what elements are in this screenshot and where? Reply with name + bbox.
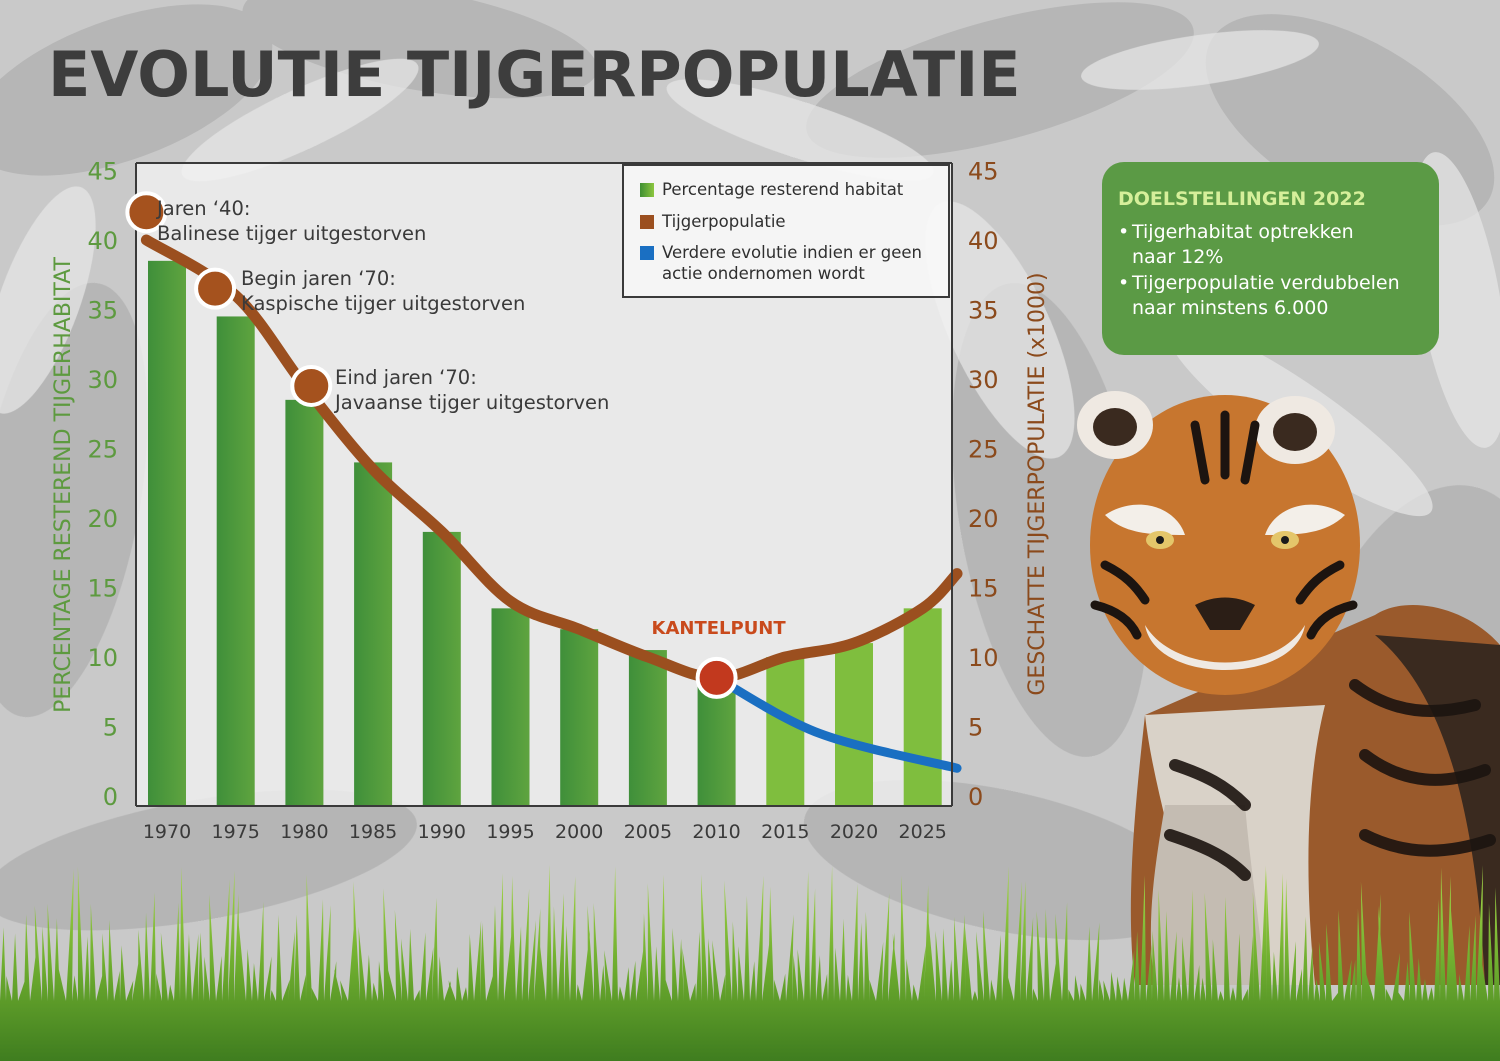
habitat-bar [835, 643, 873, 806]
habitat-bar [766, 657, 805, 806]
right-tick-label: 15 [968, 575, 999, 603]
chart-legend: Percentage resterend habitat Tijgerpopul… [622, 164, 950, 298]
habitat-bar [285, 399, 324, 806]
annotation-period: Eind jaren ‘70: [335, 366, 477, 389]
habitat-bar [422, 531, 461, 806]
left-tick-label: 10 [87, 644, 118, 672]
x-tick-label: 2005 [624, 821, 672, 843]
legend-swatch-future [640, 246, 654, 260]
left-tick-label: 0 [103, 783, 118, 811]
goal-habitat-line2: naar 12% [1132, 246, 1224, 268]
x-tick-label: 2025 [899, 821, 947, 843]
x-tick-label: 2020 [830, 821, 878, 843]
left-tick-label: 35 [87, 297, 118, 325]
legend-label-population: Tijgerpopulatie [662, 212, 786, 231]
right-tick-label: 35 [968, 297, 999, 325]
event-marker [194, 267, 237, 310]
goal-population-line2: naar minstens 6.000 [1132, 297, 1329, 319]
annotation-event: Balinese tijger uitgestorven [157, 222, 426, 245]
tipping-point-label: KANTELPUNT [652, 618, 787, 639]
page-title: EVOLUTIE TIJGERPOPULATIE [48, 38, 1021, 111]
goal-bullet: • [1118, 221, 1130, 243]
goal-item-habitat: • Tijgerhabitat optrekken naar 12% [1118, 220, 1425, 270]
right-tick-label: 25 [968, 436, 999, 464]
goals-title: DOELSTELLINGEN 2022 [1118, 188, 1366, 210]
x-tick-label: 2010 [692, 821, 740, 843]
left-tick-label: 45 [87, 158, 118, 186]
habitat-bar [628, 650, 667, 806]
right-axis-title: GESCHATTE TIJGERPOPULATIE (x1000) [1025, 272, 1050, 695]
habitat-bar [903, 608, 942, 806]
future-evolution-line [712, 673, 962, 773]
legend-label-future-2: actie ondernomen wordt [662, 264, 865, 283]
habitat-bar [148, 260, 186, 807]
right-tick-label: 45 [968, 158, 999, 186]
event-marker [125, 191, 168, 234]
annotation-event: Kaspische tijger uitgestorven [241, 292, 525, 315]
left-axis-title: PERCENTAGE RESTEREND TIJGERHABITAT [51, 257, 76, 713]
goal-bullet: • [1118, 272, 1130, 294]
left-tick-label: 5 [103, 714, 118, 742]
habitat-bar [354, 462, 393, 806]
annotation-period: Jaren ‘40: [155, 197, 250, 220]
right-tick-label: 20 [968, 505, 999, 533]
right-tick-label: 0 [968, 783, 983, 811]
habitat-bar [216, 316, 255, 806]
grass-foreground [0, 864, 1500, 1061]
annotation-event: Javaanse tijger uitgestorven [333, 391, 609, 414]
x-tick-label: 1980 [280, 821, 328, 843]
legend-label-future-1: Verdere evolutie indien er geen [662, 243, 922, 262]
x-tick-label: 2015 [761, 821, 809, 843]
left-tick-label: 20 [87, 505, 118, 533]
right-tick-label: 5 [968, 714, 983, 742]
x-tick-label: 2000 [555, 821, 603, 843]
goal-habitat-line1: Tijgerhabitat optrekken [1132, 221, 1354, 243]
habitat-bar [491, 608, 530, 806]
legend-label-habitat: Percentage resterend habitat [662, 180, 904, 199]
left-tick-label: 25 [87, 436, 118, 464]
x-tick-label: 1985 [349, 821, 397, 843]
left-tick-label: 40 [87, 227, 118, 255]
goal-population-line1: Tijgerpopulatie verdubbelen [1132, 272, 1400, 294]
annotation-period: Begin jaren ‘70: [241, 267, 396, 290]
goals-box: DOELSTELLINGEN 2022 • Tijgerhabitat optr… [1102, 162, 1439, 355]
tiger-image [1077, 391, 1500, 985]
legend-swatch-population [640, 215, 654, 229]
right-tick-label: 30 [968, 366, 999, 394]
habitat-bar [560, 629, 599, 806]
goal-item-population: • Tijgerpopulatie verdubbelen naar minst… [1118, 271, 1425, 321]
event-marker [290, 364, 333, 407]
right-tick-label: 40 [968, 227, 999, 255]
x-tick-label: 1995 [486, 821, 534, 843]
legend-swatch-habitat [640, 183, 654, 197]
right-tick-label: 10 [968, 644, 999, 672]
x-tick-label: 1975 [212, 821, 260, 843]
left-tick-label: 30 [87, 366, 118, 394]
population-line [140, 234, 963, 684]
event-marker [695, 656, 738, 699]
left-tick-label: 15 [87, 575, 118, 603]
x-tick-label: 1990 [418, 821, 466, 843]
x-tick-label: 1970 [143, 821, 191, 843]
